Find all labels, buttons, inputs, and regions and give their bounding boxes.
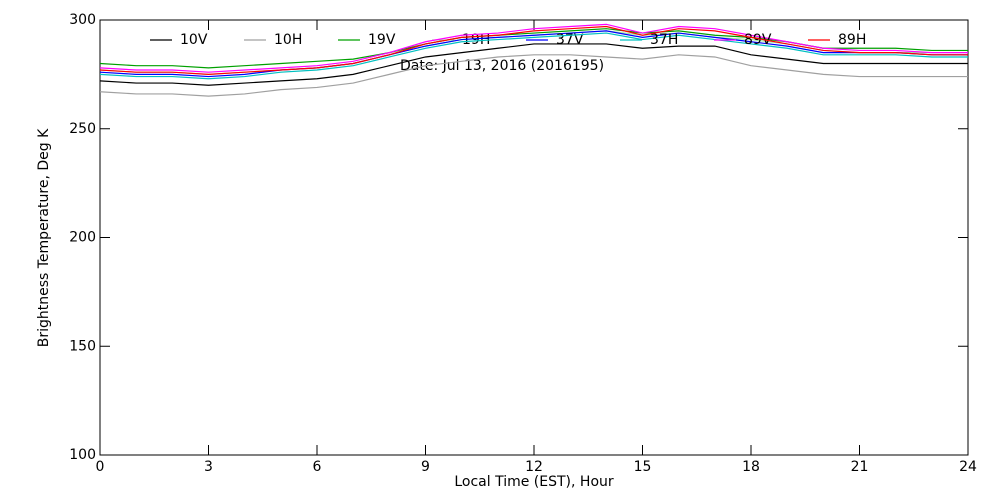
x-tick-label: 15 [634,459,652,475]
series-line [99,54,968,97]
y-tick-label: 150 [69,338,96,354]
x-tick-label: 21 [851,459,869,475]
x-tick-label: 12 [525,459,543,475]
x-tick-label: 6 [313,459,322,475]
legend-label: 89V [744,32,772,48]
series-line [99,30,968,78]
x-tick-label: 3 [204,459,213,475]
y-tick-label: 250 [69,121,96,137]
y-tick-label: 100 [69,447,96,463]
x-axis-label: Local Time (EST), Hour [454,474,614,490]
series-line [99,25,968,75]
y-axis-label: Brightness Temperature, Deg K [36,128,52,347]
legend-label: 10H [274,32,302,48]
plot-frame [99,19,969,456]
legend-label: 89H [838,32,866,48]
x-tick-label: 9 [421,459,430,475]
x-tick-label: 18 [742,459,760,475]
series-line [99,23,968,73]
series-line [99,32,968,80]
legend-label: 10V [180,32,208,48]
x-tick-label: 24 [959,459,977,475]
y-tick-label: 200 [69,230,96,246]
legend-label: 19V [368,32,396,48]
annotation: Date: Jul 13, 2016 (2016195) [400,58,604,74]
legend-label: 37H [650,32,678,48]
series-line [99,43,968,86]
x-tick-label: 0 [96,459,105,475]
y-tick-label: 300 [69,12,96,28]
